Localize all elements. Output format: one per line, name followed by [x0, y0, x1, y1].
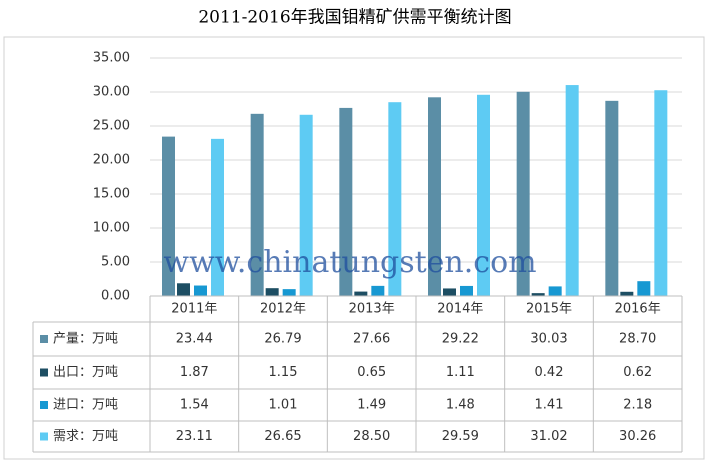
legend-swatch [40, 401, 48, 409]
legend-label: 需求：万吨 [53, 429, 118, 444]
legend-label: 进口：万吨 [53, 398, 118, 413]
chart-border [3, 36, 705, 460]
legend-swatch [40, 432, 48, 441]
data-label: 27.66 [353, 332, 390, 347]
bar [177, 283, 190, 296]
bar [531, 293, 545, 296]
x-tick-label: 2012年 [260, 302, 306, 317]
data-label: 28.50 [353, 429, 390, 444]
data-label: 1.48 [446, 398, 475, 413]
data-label: 30.26 [619, 429, 656, 444]
bar [565, 85, 579, 297]
data-label: 0.65 [357, 365, 386, 380]
data-label: 31.02 [530, 429, 567, 444]
bar [477, 94, 490, 297]
y-tick-label: 0.00 [101, 289, 130, 304]
bar [265, 288, 279, 296]
bar [282, 289, 296, 296]
data-label: 0.42 [535, 365, 564, 380]
bar [548, 286, 562, 296]
data-label: 26.65 [264, 429, 301, 444]
bar [162, 136, 175, 296]
bar [443, 288, 456, 296]
bar [428, 97, 441, 296]
bar [371, 285, 385, 296]
x-tick-label: 2011年 [171, 302, 217, 317]
data-label: 2.18 [623, 398, 652, 413]
x-tick-label: 2013年 [349, 302, 395, 317]
y-tick-label: 15.00 [93, 187, 130, 202]
y-tick-label: 30.00 [93, 85, 130, 100]
data-label: 1.87 [180, 365, 209, 380]
data-label: 1.54 [180, 398, 209, 413]
chart-title: 2011-2016年我国钼精矿供需平衡统计图 [198, 8, 511, 28]
x-tick-label: 2014年 [437, 302, 483, 317]
bar [354, 291, 368, 296]
legend-label: 产量：万吨 [53, 332, 118, 347]
x-tick-label: 2015年 [526, 302, 572, 317]
bar [194, 285, 207, 296]
data-label: 26.79 [264, 332, 301, 347]
y-tick-label: 5.00 [101, 255, 130, 270]
bar [250, 113, 264, 296]
data-label: 1.15 [269, 365, 298, 380]
data-label: 23.44 [176, 332, 213, 347]
legend-swatch [40, 335, 48, 343]
bar [654, 90, 668, 297]
bar [339, 107, 353, 296]
bar [211, 138, 224, 296]
y-tick-label: 10.00 [93, 221, 130, 236]
data-label: 1.49 [357, 398, 386, 413]
legend-label: 出口：万吨 [53, 365, 118, 380]
legend-swatch [40, 368, 48, 377]
data-label: 28.70 [619, 332, 656, 347]
x-tick-label: 2016年 [615, 302, 661, 317]
watermark: www.chinatungsten.com [163, 245, 536, 280]
data-label: 29.59 [442, 429, 479, 444]
data-label: 23.11 [176, 429, 213, 444]
bar [299, 114, 313, 296]
bar [620, 291, 634, 296]
data-label: 1.01 [269, 398, 298, 413]
bar [516, 91, 530, 297]
data-label: 1.41 [535, 398, 564, 413]
bar [460, 285, 473, 296]
bar [388, 102, 402, 296]
data-label: 0.62 [623, 365, 652, 380]
y-tick-label: 35.00 [93, 51, 130, 66]
y-tick-label: 25.00 [93, 119, 130, 134]
y-tick-label: 20.00 [93, 153, 130, 168]
bar [605, 100, 619, 296]
data-label: 29.22 [442, 332, 479, 347]
bar [637, 281, 651, 296]
data-label: 30.03 [530, 332, 567, 347]
data-label: 1.11 [446, 365, 475, 380]
